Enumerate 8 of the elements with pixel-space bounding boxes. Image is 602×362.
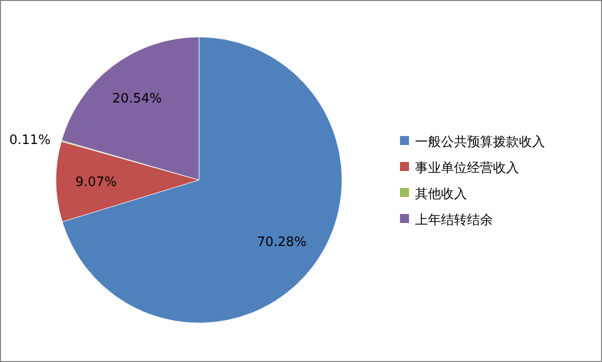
- legend-label: 事业单位经营收入: [415, 161, 519, 176]
- data-label: 20.54%: [112, 92, 162, 107]
- legend-label: 上年结转结余: [415, 213, 493, 228]
- legend-label: 一般公共预算拨款收入: [415, 135, 545, 150]
- data-label: 70.28%: [256, 235, 307, 250]
- data-label: 9.07%: [75, 175, 117, 190]
- legend-label: 其他收入: [415, 187, 467, 202]
- data-label: 0.11%: [9, 132, 51, 148]
